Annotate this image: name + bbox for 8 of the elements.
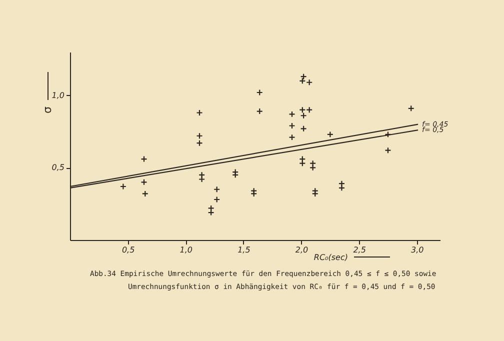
x-tick-label: 2,0	[295, 246, 308, 254]
x-tick-label: 1,5	[238, 246, 250, 254]
y-axis-title: σ	[41, 106, 54, 114]
x-axis-title: RC₀(sec)	[314, 253, 348, 262]
x-tick-label: 3,0	[411, 246, 424, 254]
x-tick-label: 2,5	[353, 246, 366, 254]
x-tick-label: 1,0	[180, 246, 192, 254]
x-tick-label: 0,5	[122, 246, 135, 254]
